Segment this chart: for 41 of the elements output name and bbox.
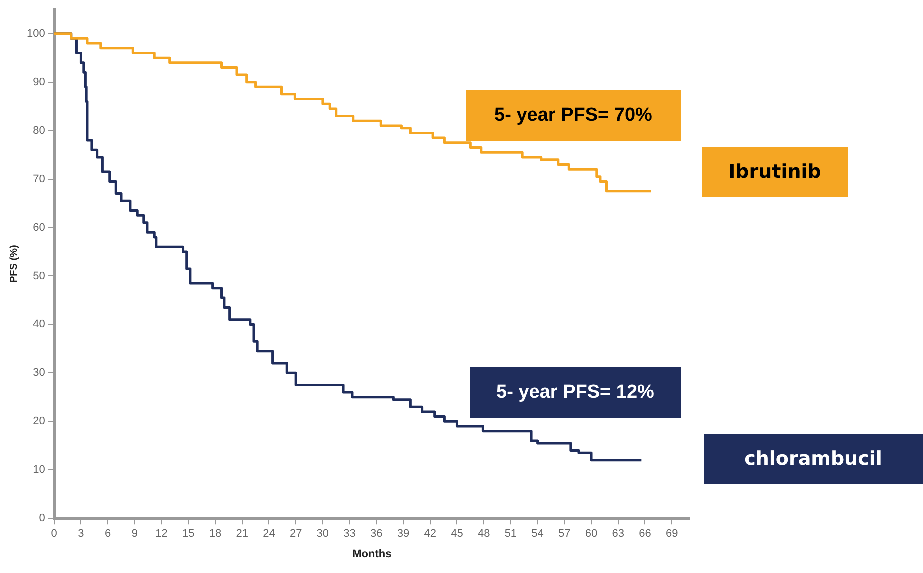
y-tick-label: 60 [33,222,46,234]
y-tick-label: 70 [33,173,46,186]
x-tick-label: 12 [156,528,168,540]
y-tick-label: 0 [39,512,46,525]
x-tick-label: 51 [504,528,518,540]
y-tick-label: 90 [33,76,46,88]
annotation: 5- year PFS= 70% [466,90,681,141]
x-tick-label: 6 [105,528,112,540]
y-tick-label: 50 [33,270,46,282]
x-tick-label: 18 [209,528,222,540]
x-tick-label: 63 [612,528,625,540]
x-tick-label: 42 [424,528,436,540]
x-tick-label: 57 [558,528,571,540]
x-tick-label: 21 [236,528,248,540]
x-tick-label: 36 [370,528,383,540]
x-tick-label: 54 [532,528,544,540]
x-tick-label: 45 [451,528,464,540]
x-tick-label: 66 [639,528,652,540]
x-tick-label: 39 [397,528,410,540]
x-tick-label: 48 [478,528,490,540]
x-tick-label: 15 [182,528,195,540]
y-tick-label: 30 [33,367,46,380]
text: Ibrutinib [702,147,848,197]
y-tick-label: 80 [33,124,46,137]
x-tick-label: 3 [78,528,84,540]
y-tick-label: 10 [33,464,46,476]
y-axis-title: PFS (%) [8,245,20,283]
y-tick-label: 100 [26,28,46,40]
text: chlorambucil [704,434,923,484]
x-tick-label: 30 [316,528,330,540]
y-tick-label: 40 [33,318,46,331]
x-tick-label: 0 [51,528,58,540]
x-tick-label: 69 [666,528,678,540]
x-axis-title: Months [352,548,392,560]
annotation: 5- year PFS= 12% [470,367,681,418]
x-tick-label: 24 [263,528,276,540]
y-tick-label: 20 [33,416,46,428]
x-tick-label: 33 [344,528,356,540]
x-tick-label: 60 [585,528,598,540]
x-tick-label: 9 [132,528,138,540]
x-tick-label: 27 [290,528,302,540]
